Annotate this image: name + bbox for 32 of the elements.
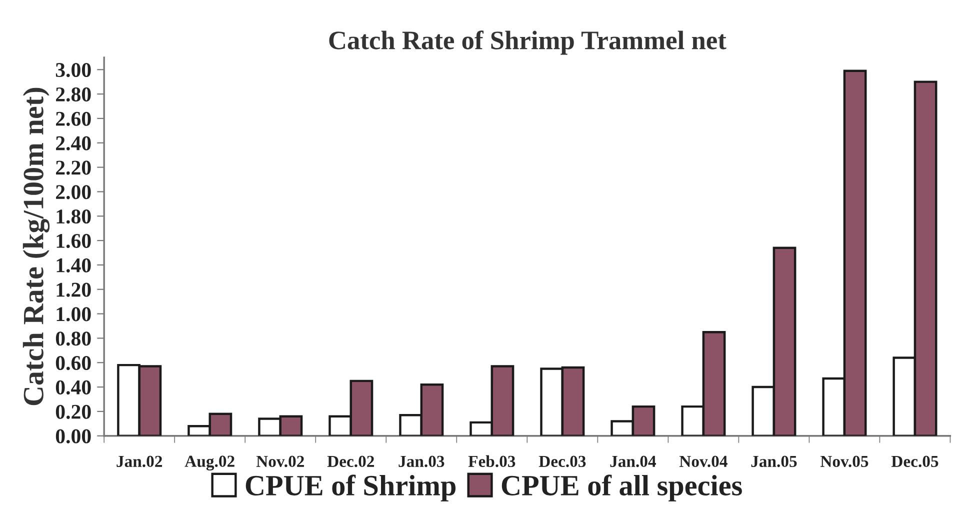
chart-title: Catch Rate of Shrimp Trammel net [329,30,726,55]
x-tick-label: Nov.02 [256,456,304,468]
y-axis-title: Catch Rate (kg/100m net) [22,88,50,406]
y-tick-label: 3.00 [56,62,91,78]
x-tick-label: Dec.02 [327,456,374,468]
y-tick-label: 0.20 [56,404,91,419]
legend-label: CPUE of Shrimp [246,474,456,502]
y-tick-label: 2.80 [56,87,91,102]
y-tick-label: 1.60 [56,234,91,248]
x-tick-label: Feb.03 [468,455,516,468]
y-tick-label: 2.20 [56,160,91,175]
y-tick-label: 1.40 [56,258,91,272]
legend-label: CPUE of all species [502,474,742,502]
x-tick-label: Jan.02 [116,456,162,468]
y-tick-label: 0.00 [56,429,91,444]
x-tick-label: Nov.04 [679,456,728,468]
y-tick-label: 0.80 [56,332,91,346]
x-tick-label: Nov.05 [820,456,868,468]
x-tick-label: Jan.04 [610,456,656,468]
y-tick-label: 1.20 [56,282,91,297]
x-tick-label: Jan.03 [398,456,444,468]
x-tick-label: Dec.05 [891,456,938,468]
x-tick-label: Dec.03 [538,456,586,468]
y-tick-label: 1.00 [56,307,91,322]
y-tick-label: 2.60 [56,112,91,126]
x-tick-label: Jan.05 [751,456,797,468]
x-tick-label: Aug.02 [184,456,234,470]
y-tick-label: 0.40 [56,380,91,395]
y-tick-label: 0.60 [56,356,91,370]
y-tick-label: 1.80 [56,209,91,224]
y-tick-label: 2.00 [56,185,91,200]
y-tick-label: 2.40 [56,136,91,150]
